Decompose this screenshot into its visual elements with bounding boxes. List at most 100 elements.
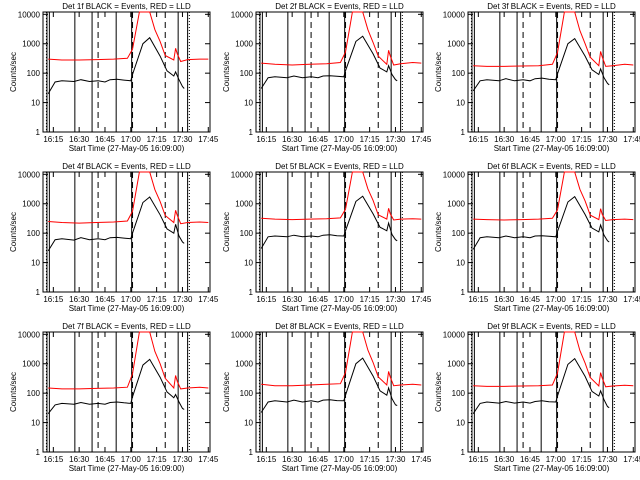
y-tick-label: 10000 xyxy=(231,330,254,339)
series-lld-line xyxy=(48,171,209,225)
series-lld-line xyxy=(261,171,422,221)
y-tick-label: 1000 xyxy=(22,40,40,49)
plot-frame xyxy=(255,171,424,293)
y-tick-label: 10 xyxy=(31,419,40,428)
y-tick-label: 10 xyxy=(31,99,40,108)
x-tick-label: 17:15 xyxy=(572,455,593,464)
x-tick-label: 17:30 xyxy=(172,295,193,304)
x-tick-label: 16:15 xyxy=(468,295,489,304)
x-tick-label: 17:15 xyxy=(360,455,381,464)
x-axis-label: Start Time (27-May-05 16:09:00) xyxy=(69,464,185,473)
y-axis-label: Counts/sec xyxy=(222,212,231,252)
x-tick-label: 16:45 xyxy=(520,455,541,464)
y-tick-label: 1000 xyxy=(447,40,465,49)
x-tick-label: 16:30 xyxy=(282,455,303,464)
y-axis-label: Counts/sec xyxy=(434,372,443,412)
x-tick-label: 16:30 xyxy=(69,295,90,304)
x-tick-label: 16:30 xyxy=(69,455,90,464)
x-axis-label: Start Time (27-May-05 16:09:00) xyxy=(69,144,185,153)
y-tick-label: 1 xyxy=(461,128,466,137)
x-tick-label: 16:15 xyxy=(43,455,64,464)
x-tick-label: 17:30 xyxy=(172,455,193,464)
x-tick-label: 17:45 xyxy=(623,295,640,304)
x-tick-label: 16:15 xyxy=(256,295,277,304)
y-axis-label: Counts/sec xyxy=(9,372,18,412)
y-axis-label: Counts/sec xyxy=(222,372,231,412)
y-tick-label: 1000 xyxy=(22,360,40,369)
x-tick-label: 17:15 xyxy=(147,295,168,304)
x-tick-label: 17:00 xyxy=(546,135,567,144)
y-tick-label: 1000 xyxy=(447,360,465,369)
x-tick-label: 17:45 xyxy=(623,455,640,464)
series-lld-line xyxy=(261,331,422,387)
x-tick-label: 16:30 xyxy=(494,295,515,304)
y-tick-label: 100 xyxy=(27,389,41,398)
y-tick-label: 10000 xyxy=(18,170,41,179)
panel-4: Det 4f BLACK = Events, RED = LLD 1 10 100 10… xyxy=(9,162,219,313)
panel-title: Det 4f BLACK = Events, RED = LLD xyxy=(62,162,191,171)
x-tick-label: 17:30 xyxy=(385,295,406,304)
y-tick-label: 10000 xyxy=(18,330,41,339)
x-axis-label: Start Time (27-May-05 16:09:00) xyxy=(282,304,398,313)
panel-title: Det 2f BLACK = Events, RED = LLD xyxy=(275,2,404,11)
series-events-line xyxy=(472,357,610,414)
y-tick-label: 10000 xyxy=(231,170,254,179)
x-tick-label: 16:30 xyxy=(69,135,90,144)
series-events-line xyxy=(260,195,398,249)
y-tick-label: 1000 xyxy=(22,200,40,209)
panel-title: Det 7f BLACK = Events, RED = LLD xyxy=(62,322,191,331)
series-events-line xyxy=(260,357,398,413)
y-tick-label: 10 xyxy=(31,259,40,268)
x-tick-label: 16:45 xyxy=(95,455,116,464)
series-lld-line xyxy=(473,11,634,67)
panel-title: Det 9f BLACK = Events, RED = LLD xyxy=(487,322,616,331)
plot-frame xyxy=(255,11,424,133)
x-tick-label: 16:45 xyxy=(308,295,329,304)
panel-title: Det 8f BLACK = Events, RED = LLD xyxy=(275,322,404,331)
y-tick-label: 1 xyxy=(36,128,41,137)
y-tick-label: 10 xyxy=(456,419,465,428)
y-tick-label: 1 xyxy=(461,288,466,297)
x-tick-label: 17:00 xyxy=(121,455,142,464)
x-tick-label: 16:45 xyxy=(308,455,329,464)
x-tick-label: 17:00 xyxy=(334,295,355,304)
x-tick-label: 17:15 xyxy=(572,135,593,144)
plot-frame xyxy=(467,331,636,453)
panel-title: Det 1f BLACK = Events, RED = LLD xyxy=(62,2,191,11)
x-tick-label: 16:30 xyxy=(282,295,303,304)
x-tick-label: 17:45 xyxy=(198,295,219,304)
x-axis-label: Start Time (27-May-05 16:09:00) xyxy=(494,144,610,153)
panel-title: Det 3f BLACK = Events, RED = LLD xyxy=(487,2,616,11)
x-tick-label: 17:15 xyxy=(147,455,168,464)
x-tick-label: 17:00 xyxy=(121,295,142,304)
x-tick-label: 17:00 xyxy=(546,295,567,304)
series-events-line xyxy=(47,196,185,252)
x-tick-label: 16:30 xyxy=(494,455,515,464)
panel-title: Det 6f BLACK = Events, RED = LLD xyxy=(487,162,616,171)
y-tick-label: 100 xyxy=(452,389,466,398)
y-tick-label: 100 xyxy=(27,69,41,78)
x-tick-label: 17:00 xyxy=(121,135,142,144)
x-tick-label: 16:30 xyxy=(494,135,515,144)
plot-frame xyxy=(42,331,211,453)
y-tick-label: 1 xyxy=(249,448,254,457)
panel-7: Det 7f BLACK = Events, RED = LLD 1 10 100 10… xyxy=(9,322,219,473)
x-tick-label: 16:15 xyxy=(468,455,489,464)
panel-8: Det 8f BLACK = Events, RED = LLD 1 10 100 10… xyxy=(222,322,432,473)
x-tick-label: 17:45 xyxy=(411,295,432,304)
y-tick-label: 10 xyxy=(244,259,253,268)
y-tick-label: 10000 xyxy=(443,330,466,339)
x-tick-label: 17:15 xyxy=(147,135,168,144)
x-tick-label: 17:00 xyxy=(546,455,567,464)
y-axis-label: Counts/sec xyxy=(222,52,231,92)
y-tick-label: 10000 xyxy=(18,10,41,19)
series-events-line xyxy=(472,37,610,92)
y-axis-label: Counts/sec xyxy=(9,212,18,252)
y-tick-label: 1000 xyxy=(235,40,253,49)
series-lld-line xyxy=(473,331,634,388)
panel-title: Det 5f BLACK = Events, RED = LLD xyxy=(275,162,404,171)
y-axis-label: Counts/sec xyxy=(434,212,443,252)
x-tick-label: 17:30 xyxy=(597,455,618,464)
x-tick-label: 17:45 xyxy=(198,135,219,144)
